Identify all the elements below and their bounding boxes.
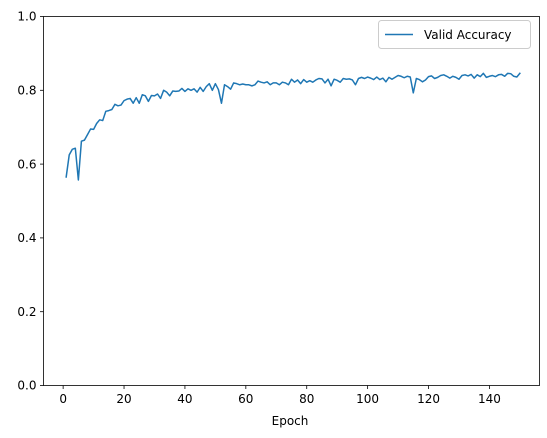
legend-box (378, 20, 531, 49)
x-tick-label: 80 (299, 392, 314, 406)
y-tick-label: 0.0 (17, 379, 36, 393)
x-tick-label: 140 (478, 392, 501, 406)
y-tick-label: 0.6 (17, 157, 36, 171)
x-tick-label: 100 (356, 392, 379, 406)
y-tick-label: 1.0 (17, 10, 36, 24)
y-tick-label: 0.4 (17, 231, 36, 245)
y-tick-label: 0.2 (17, 305, 36, 319)
series-line-valid-accuracy (65, 72, 521, 181)
axes: 0 20 40 60 80 100 120 140 0.0 0.2 0.4 0.6 0.8 1.0 (17, 10, 540, 406)
x-tick-label: 20 (116, 392, 131, 406)
plot-area (65, 72, 521, 181)
legend-label: Valid Accuracy (424, 28, 512, 42)
y-tick-label: 0.8 (17, 84, 36, 98)
axes-frame (43, 16, 540, 386)
legend: Valid Accuracy (378, 20, 531, 49)
x-axis-title: Epoch (272, 414, 309, 428)
x-tick-label: 40 (177, 392, 192, 406)
x-tick-label: 120 (417, 392, 440, 406)
x-tick-label: 60 (238, 392, 253, 406)
x-tick-label: 0 (59, 392, 67, 406)
